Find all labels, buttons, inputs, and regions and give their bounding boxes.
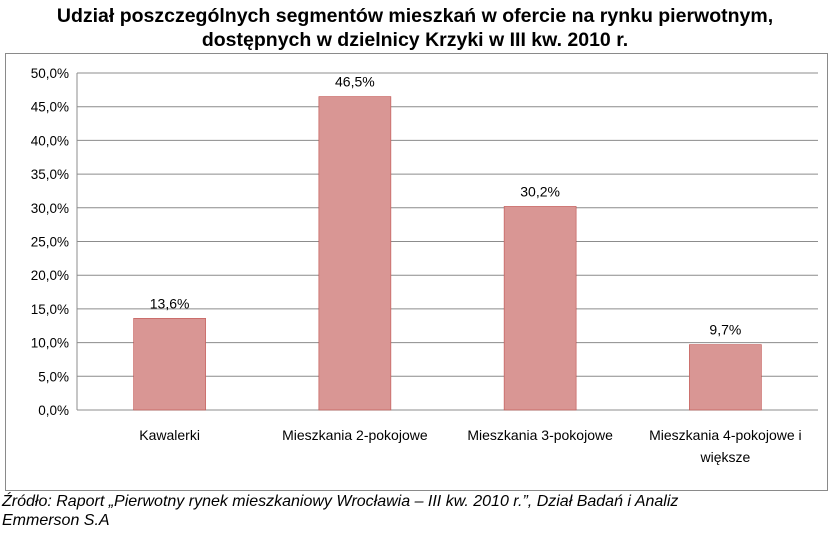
y-tick-label: 30,0% (31, 201, 69, 216)
chart-area: 0,0% 5,0% 10,0% 15,0% 20,0% 25,0% 30,0% 35,0% 40… (5, 53, 828, 491)
data-label: 46,5% (335, 74, 375, 90)
source-line-1: Źródło: Raport „Pierwotny rynek mieszkan… (2, 493, 679, 510)
data-label: 13,6% (150, 295, 190, 311)
y-tick-label: 25,0% (31, 235, 69, 250)
y-tick-label: 50,0% (31, 66, 69, 81)
data-label: 9,7% (709, 322, 741, 338)
chart-title-line-1: Udział poszczególnych segmentów mieszkań… (56, 5, 774, 27)
chart-title-line-2: dostępnych w dzielnicy Krzyki w III kw. … (201, 29, 629, 51)
x-tick-label: Mieszkania 4-pokojowe i (649, 427, 802, 443)
bar-chart: 0,0% 5,0% 10,0% 15,0% 20,0% 25,0% 30,0% 35,0% 40… (31, 66, 818, 465)
y-tick-label: 45,0% (31, 100, 69, 115)
x-tick-label: Mieszkania 2-pokojowe (282, 427, 428, 443)
bar (503, 206, 577, 411)
chart-title: Udział poszczególnych segmentów mieszkań… (0, 4, 830, 52)
y-tick-label: 15,0% (31, 302, 69, 317)
source-note: Źródło: Raport „Pierwotny rynek mieszkan… (2, 492, 678, 530)
y-tick-label: 20,0% (31, 268, 69, 283)
data-label: 30,2% (520, 183, 560, 199)
source-line-2: Emmerson S.A (2, 512, 110, 529)
y-tick-label: 35,0% (31, 167, 69, 182)
y-tick-label: 5,0% (38, 369, 69, 384)
y-tick-label: 10,0% (31, 336, 69, 351)
x-tick-label: większe (699, 449, 750, 465)
bar (133, 318, 206, 411)
y-tick-label: 40,0% (31, 133, 69, 148)
y-tick-label: 0,0% (38, 403, 69, 418)
x-tick-label: Kawalerki (139, 427, 200, 443)
bar (689, 344, 762, 411)
bar (318, 96, 392, 411)
x-tick-label: Mieszkania 3-pokojowe (467, 427, 613, 443)
